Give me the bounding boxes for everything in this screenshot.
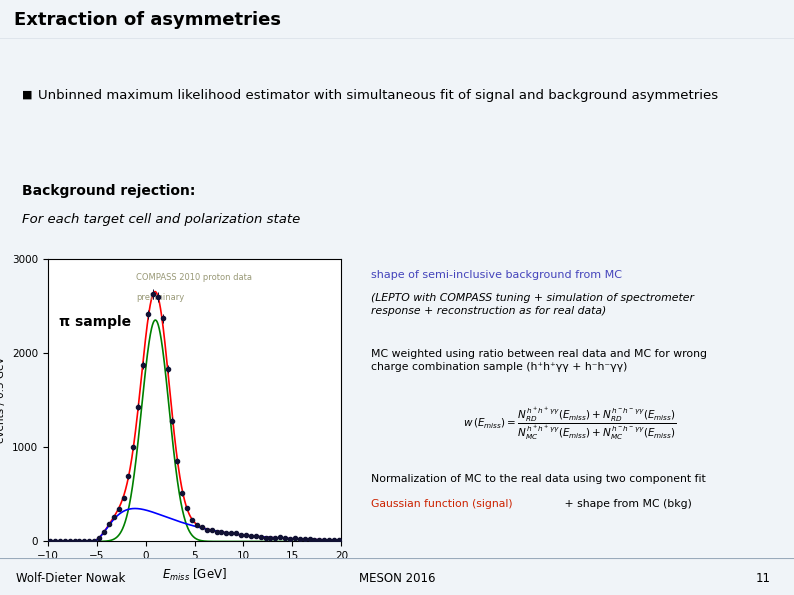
Text: $w\,(E_{miss})=\dfrac{N_{RD}^{h^+h^+\gamma\gamma}(E_{miss})+N_{RD}^{h^-h^-\gamma: $w\,(E_{miss})=\dfrac{N_{RD}^{h^+h^+\gam… [463,406,676,443]
Text: shape of semi-inclusive background from MC: shape of semi-inclusive background from … [371,270,622,280]
Text: + shape from MC (bkg): + shape from MC (bkg) [561,499,692,509]
Text: MC weighted using ratio between real data and MC for wrong
charge combination sa: MC weighted using ratio between real dat… [371,349,707,372]
Text: Background rejection:: Background rejection: [22,184,195,198]
Text: Normalization of MC to the real data using two component fit: Normalization of MC to the real data usi… [371,474,705,484]
Text: ■: ■ [22,90,33,100]
Text: Extraction of asymmetries: Extraction of asymmetries [14,11,281,29]
Text: preliminary: preliminary [136,293,184,302]
X-axis label: $E_{miss}$ [GeV]: $E_{miss}$ [GeV] [162,566,227,583]
Text: 11: 11 [755,572,770,585]
Text: COMPASS 2010 proton data: COMPASS 2010 proton data [136,273,252,282]
Text: Gaussian function (signal): Gaussian function (signal) [371,499,512,509]
Text: π sample: π sample [60,315,132,330]
Text: MESON 2016: MESON 2016 [359,572,435,585]
Text: Wolf-Dieter Nowak: Wolf-Dieter Nowak [16,572,125,585]
Text: Unbinned maximum likelihood estimator with simultaneous fit of signal and backgr: Unbinned maximum likelihood estimator wi… [37,89,718,102]
Text: (LEPTO with COMPASS tuning + simulation of spectrometer
response + reconstructio: (LEPTO with COMPASS tuning + simulation … [371,293,694,316]
Text: For each target cell and polarization state: For each target cell and polarization st… [22,213,300,226]
Y-axis label: events / 0.5 GeV: events / 0.5 GeV [0,357,6,443]
